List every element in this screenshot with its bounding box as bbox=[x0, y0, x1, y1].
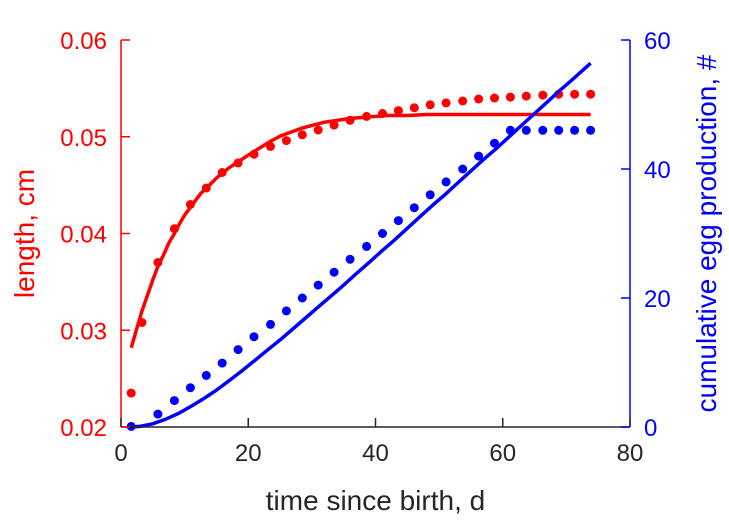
right-axis-data-point bbox=[169, 396, 179, 406]
right-y-tick-label: 0 bbox=[644, 415, 657, 442]
right-axis-data-point bbox=[362, 241, 372, 251]
right-axis-data-point bbox=[554, 125, 564, 135]
right-axis-model-line bbox=[131, 61, 592, 429]
x-tick-label: 0 bbox=[114, 440, 127, 467]
left-y-tick-label: 0.02 bbox=[60, 415, 107, 442]
right-y-tick-label: 60 bbox=[644, 28, 671, 55]
left-y-tick-label: 0.06 bbox=[60, 28, 107, 55]
left-axis-title: length, cm bbox=[9, 169, 40, 298]
left-axis-data-point bbox=[586, 89, 596, 99]
right-y-tick-label: 40 bbox=[644, 157, 671, 184]
left-axis-data-point bbox=[393, 106, 403, 116]
right-axis-data-point bbox=[313, 280, 323, 290]
right-axis-data-point bbox=[217, 358, 227, 368]
right-axis-data-point bbox=[458, 164, 468, 174]
right-axis-data-point bbox=[297, 293, 307, 303]
left-axis-data-point bbox=[570, 89, 580, 99]
right-axis-data-point bbox=[474, 151, 484, 161]
left-y-tick-label: 0.05 bbox=[60, 125, 107, 152]
x-tick-label: 40 bbox=[362, 440, 389, 467]
right-axis-data-point bbox=[409, 203, 419, 213]
left-axis-data-point bbox=[441, 98, 451, 108]
left-axis-data-point bbox=[425, 100, 435, 110]
right-axis-data-point bbox=[201, 370, 211, 380]
left-y-tick-label: 0.03 bbox=[60, 318, 107, 345]
left-axis-data-point bbox=[126, 388, 136, 398]
axis-ticks: 0 20 40 60 80 0.02 0.03 0.04 0.05 0.06 0 20 40 60 bbox=[60, 28, 670, 467]
right-axis-data-point bbox=[266, 319, 275, 329]
right-axis-data-point bbox=[570, 125, 580, 135]
left-axis-data-point bbox=[297, 130, 307, 140]
right-axis-data-point bbox=[393, 216, 403, 226]
left-axis-data-point bbox=[313, 125, 323, 135]
right-axis-data-point bbox=[281, 306, 291, 316]
right-axis-data-point bbox=[441, 177, 451, 187]
x-axis-title: time since birth, d bbox=[266, 485, 485, 516]
right-axis-data-point bbox=[153, 409, 163, 419]
left-axis-model-line bbox=[129, 112, 591, 349]
right-axis-data-point bbox=[249, 332, 259, 342]
right-axis-data-point bbox=[329, 267, 339, 277]
plot-marks bbox=[126, 61, 596, 431]
x-tick-label: 60 bbox=[489, 440, 516, 467]
left-axis-data-point bbox=[474, 94, 484, 104]
right-axis-data-point bbox=[521, 125, 531, 135]
left-axis-data-point bbox=[409, 103, 419, 113]
right-axis-data-point bbox=[378, 229, 387, 238]
right-axis-data-point bbox=[425, 190, 435, 200]
left-axis-data-point bbox=[281, 136, 291, 146]
right-axis-title: cumulative egg production, # bbox=[691, 54, 722, 412]
right-axis-data-point bbox=[538, 125, 548, 135]
x-tick-label: 20 bbox=[235, 440, 262, 467]
right-axis-data-point bbox=[185, 383, 195, 393]
right-axis-data-point bbox=[586, 125, 596, 135]
x-tick-label: 80 bbox=[617, 440, 644, 467]
right-axis-data-point bbox=[490, 138, 499, 148]
right-axis-data-point bbox=[233, 345, 243, 355]
left-axis-data-point bbox=[458, 96, 468, 106]
left-y-tick-label: 0.04 bbox=[60, 222, 107, 249]
left-axis-data-point bbox=[521, 91, 531, 101]
left-axis-data-point bbox=[505, 92, 515, 102]
right-y-tick-label: 20 bbox=[644, 286, 671, 313]
left-axis-data-point bbox=[490, 93, 499, 103]
right-axis-data-point bbox=[345, 254, 355, 264]
left-axis-data-point bbox=[538, 90, 548, 100]
